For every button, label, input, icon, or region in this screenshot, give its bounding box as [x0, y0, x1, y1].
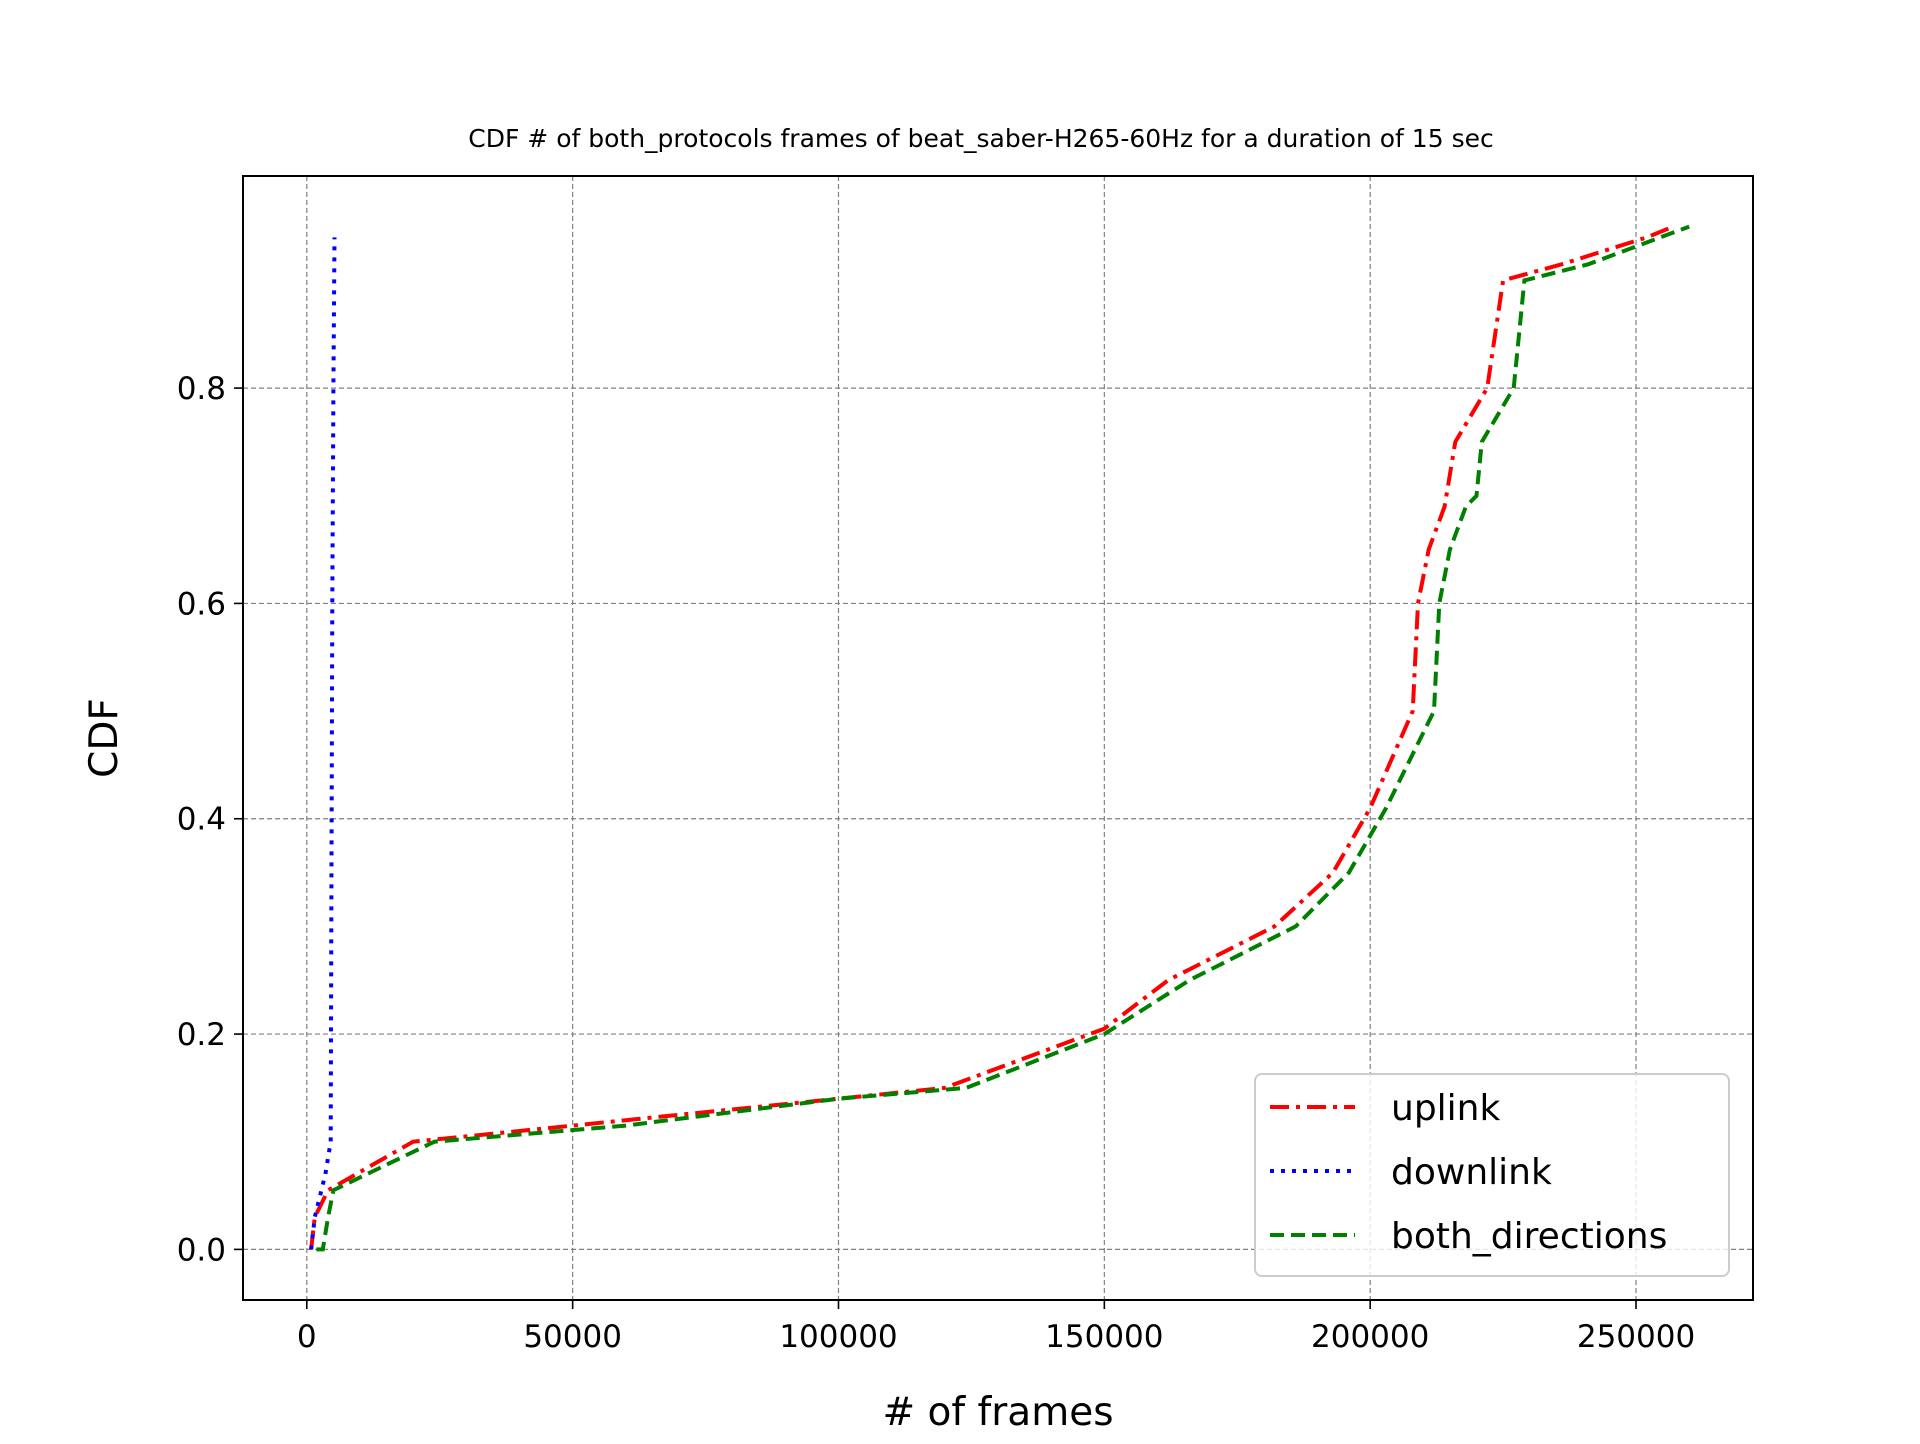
data-series: [309, 224, 1690, 1252]
plot-frame: [242, 175, 1754, 1301]
series-line-both-directions: [316, 224, 1690, 1252]
legend-label-uplink: uplink: [1391, 1088, 1500, 1129]
legend-label-downlink: downlink: [1391, 1152, 1552, 1193]
series-line-uplink: [309, 224, 1674, 1250]
x-tick-label: 50000: [523, 1319, 622, 1355]
y-tick-label: 0.4: [177, 802, 226, 838]
x-tick-label: 100000: [779, 1319, 897, 1355]
x-tick-label: 250000: [1577, 1319, 1695, 1355]
x-tick-label: 150000: [1045, 1319, 1163, 1355]
x-tick-label: 0: [297, 1319, 317, 1355]
y-axis-label: CDF: [82, 698, 127, 778]
x-axis-ticks: 0 50000 100000 150000 200000 250000: [297, 1300, 1695, 1355]
y-tick-label: 0.2: [177, 1017, 226, 1053]
y-tick-label: 0.6: [177, 586, 226, 622]
y-axis-ticks: 0.0 0.2 0.4 0.6 0.8: [177, 371, 243, 1268]
legend-label-both-directions: both_directions: [1391, 1216, 1667, 1257]
y-tick-label: 0.0: [177, 1232, 226, 1268]
chart-title: CDF # of both_protocols frames of beat_s…: [468, 124, 1493, 153]
legend-box: [1254, 1073, 1730, 1277]
x-tick-label: 200000: [1311, 1319, 1429, 1355]
x-axis-label: # of frames: [882, 1390, 1113, 1435]
legend: uplink downlink both_directions: [1254, 1073, 1730, 1277]
y-tick-label: 0.8: [177, 371, 226, 407]
